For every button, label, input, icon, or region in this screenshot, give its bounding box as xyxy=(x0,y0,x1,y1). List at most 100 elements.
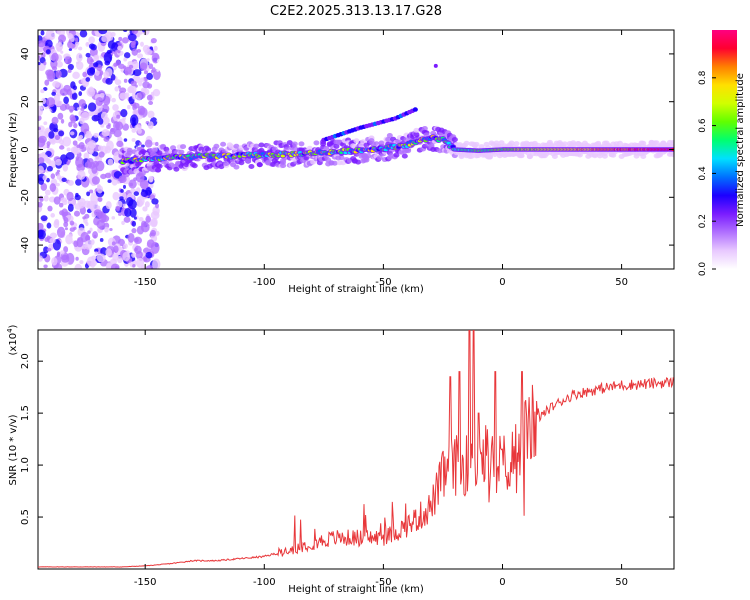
spectrogram-halo-point xyxy=(353,138,360,144)
spectrogram-noise-blob xyxy=(122,203,126,207)
spectrogram-noise-blob xyxy=(98,151,105,158)
colorbar-tick-label: 0.0 xyxy=(698,262,708,277)
spectrogram-faint-point xyxy=(267,113,271,117)
spectrogram-noise-blob xyxy=(123,243,128,249)
spectrogram-noise-blob xyxy=(94,248,99,253)
spectrogram-noise-blob xyxy=(38,105,44,117)
spectrogram-halo-point xyxy=(331,160,338,166)
spectrogram-faint-point xyxy=(207,43,211,47)
spectrogram-halo-point xyxy=(385,136,392,142)
spectrogram-halo-point xyxy=(413,127,420,133)
spectrogram-noise-blob xyxy=(61,177,67,183)
spectrogram-faint-point xyxy=(191,213,195,218)
spectrogram-faint-point xyxy=(183,248,186,251)
snr-frame xyxy=(37,329,675,570)
spectrogram-faint-point xyxy=(226,213,231,218)
spectrogram-noise-blob xyxy=(68,233,74,238)
spectrogram-noise-blob xyxy=(126,197,134,207)
spectrogram-faint-point xyxy=(186,178,191,182)
spectrogram-noise-blob xyxy=(82,216,86,220)
spectrogram-faint-point xyxy=(234,190,237,194)
spectrogram-noise-blob xyxy=(46,144,50,149)
spectrogram-noise-blob xyxy=(50,173,56,180)
spectrogram-faint-point xyxy=(202,102,206,107)
spectrogram-noise-blob xyxy=(76,107,80,111)
colorbar-gradient xyxy=(712,30,737,269)
spectrogram-noise-blob xyxy=(64,56,72,65)
spectrogram-noise-blob xyxy=(43,246,49,254)
spectrogram-faint-point xyxy=(210,35,213,38)
spectrogram-faint-point xyxy=(194,138,199,144)
spectrogram-noise-blob xyxy=(133,69,142,77)
spectrogram-noise-blob xyxy=(105,201,112,210)
spectrogram-noise-blob xyxy=(49,183,57,192)
spectrogram-faint-point xyxy=(184,229,190,235)
spectrogram-noise-blob xyxy=(86,130,92,135)
spectrogram-halo-point xyxy=(468,153,475,159)
spectrogram-noise-blob xyxy=(151,67,156,73)
spectrogram-faint-point xyxy=(233,252,237,256)
snr-x-tick-label: 50 xyxy=(615,577,628,588)
spectrogram-noise-blob xyxy=(139,62,148,71)
spectrogram-faint-point xyxy=(268,176,273,181)
spectrogram-faint-point xyxy=(169,224,172,227)
spectrogram-noise-blob xyxy=(80,111,90,121)
spectrogram-noise-blob xyxy=(62,164,68,172)
spectrogram-halo-point xyxy=(561,141,568,147)
spectrogram-noise-blob xyxy=(122,116,126,121)
spectrogram-noise-blob xyxy=(145,265,154,269)
spectrogram-noise-blob xyxy=(112,191,120,201)
spectrogram-noise-blob xyxy=(56,251,61,256)
spectrogram-noise-blob xyxy=(132,94,138,100)
spectrogram-noise-blob xyxy=(55,182,60,187)
spectrogram-noise-blob xyxy=(154,141,159,147)
spectrogram-faint-point xyxy=(236,48,242,54)
spectrogram-faint-point xyxy=(248,76,253,80)
spectrogram-noise-blob xyxy=(40,183,48,191)
spectrogram-noise-blob xyxy=(143,256,148,262)
spectrogram-noise-blob xyxy=(85,132,93,139)
spectrogram-noise-blob xyxy=(107,179,112,184)
spectrogram-noise-blob xyxy=(152,258,161,269)
spectrogram-noise-blob xyxy=(149,177,154,183)
spectrogram-noise-blob xyxy=(138,217,144,222)
spectrogram-halo-point xyxy=(360,139,367,145)
spectrogram-faint-point xyxy=(220,98,224,102)
spectrogram-noise-blob xyxy=(91,255,97,260)
spectrogram-faint-point xyxy=(208,265,212,269)
spectrogram-noise-blob xyxy=(38,255,43,262)
spectrogram-noise-blob xyxy=(119,92,128,100)
spectrogram-faint-point xyxy=(248,119,251,122)
spectrogram-noise-blob xyxy=(88,86,94,92)
spectrogram-noise-blob xyxy=(120,188,124,193)
spectrogram-noise-blob xyxy=(104,226,109,233)
spectrogram-faint-point xyxy=(209,85,213,89)
spectrogram-faint-point xyxy=(184,63,189,68)
spectrogram-faint-point xyxy=(234,202,238,206)
spectrogram-isolated-point xyxy=(433,63,438,68)
spectrogram-halo-point xyxy=(386,132,393,138)
spectrogram-noise-blob xyxy=(131,30,139,35)
spectrogram-faint-point xyxy=(202,230,207,235)
spectrogram-noise-blob xyxy=(73,122,78,129)
spectrogram-noise-blob xyxy=(117,50,121,54)
spectrogram-noise-blob xyxy=(107,123,111,127)
spectrogram-upper-branch-point xyxy=(412,107,418,112)
spectrogram-noise-blob xyxy=(76,238,84,248)
spectrogram-noise-blob xyxy=(119,196,124,200)
spectrogram-noise-blob xyxy=(45,69,54,77)
spectrogram-noise-blob xyxy=(63,221,69,228)
spectrogram-noise-blob xyxy=(100,111,108,120)
spectrogram-noise-blob xyxy=(67,179,74,186)
spectrogram-noise-blob xyxy=(51,116,59,125)
spectrogram-noise-blob xyxy=(49,232,58,239)
spectrogram-noise-blob xyxy=(152,205,160,216)
spectrogram-noise-blob xyxy=(66,88,72,96)
spectrogram-noise-blob xyxy=(43,121,48,126)
spectrogram-noise-blob xyxy=(145,215,151,223)
spectrogram-faint-point xyxy=(195,178,200,183)
spectrogram-noise-blob xyxy=(99,225,105,230)
spectrogram-noise-blob xyxy=(94,251,99,256)
spectrogram-halo-point xyxy=(245,158,252,164)
snr-multiplier-exponent: 4 xyxy=(6,328,14,333)
